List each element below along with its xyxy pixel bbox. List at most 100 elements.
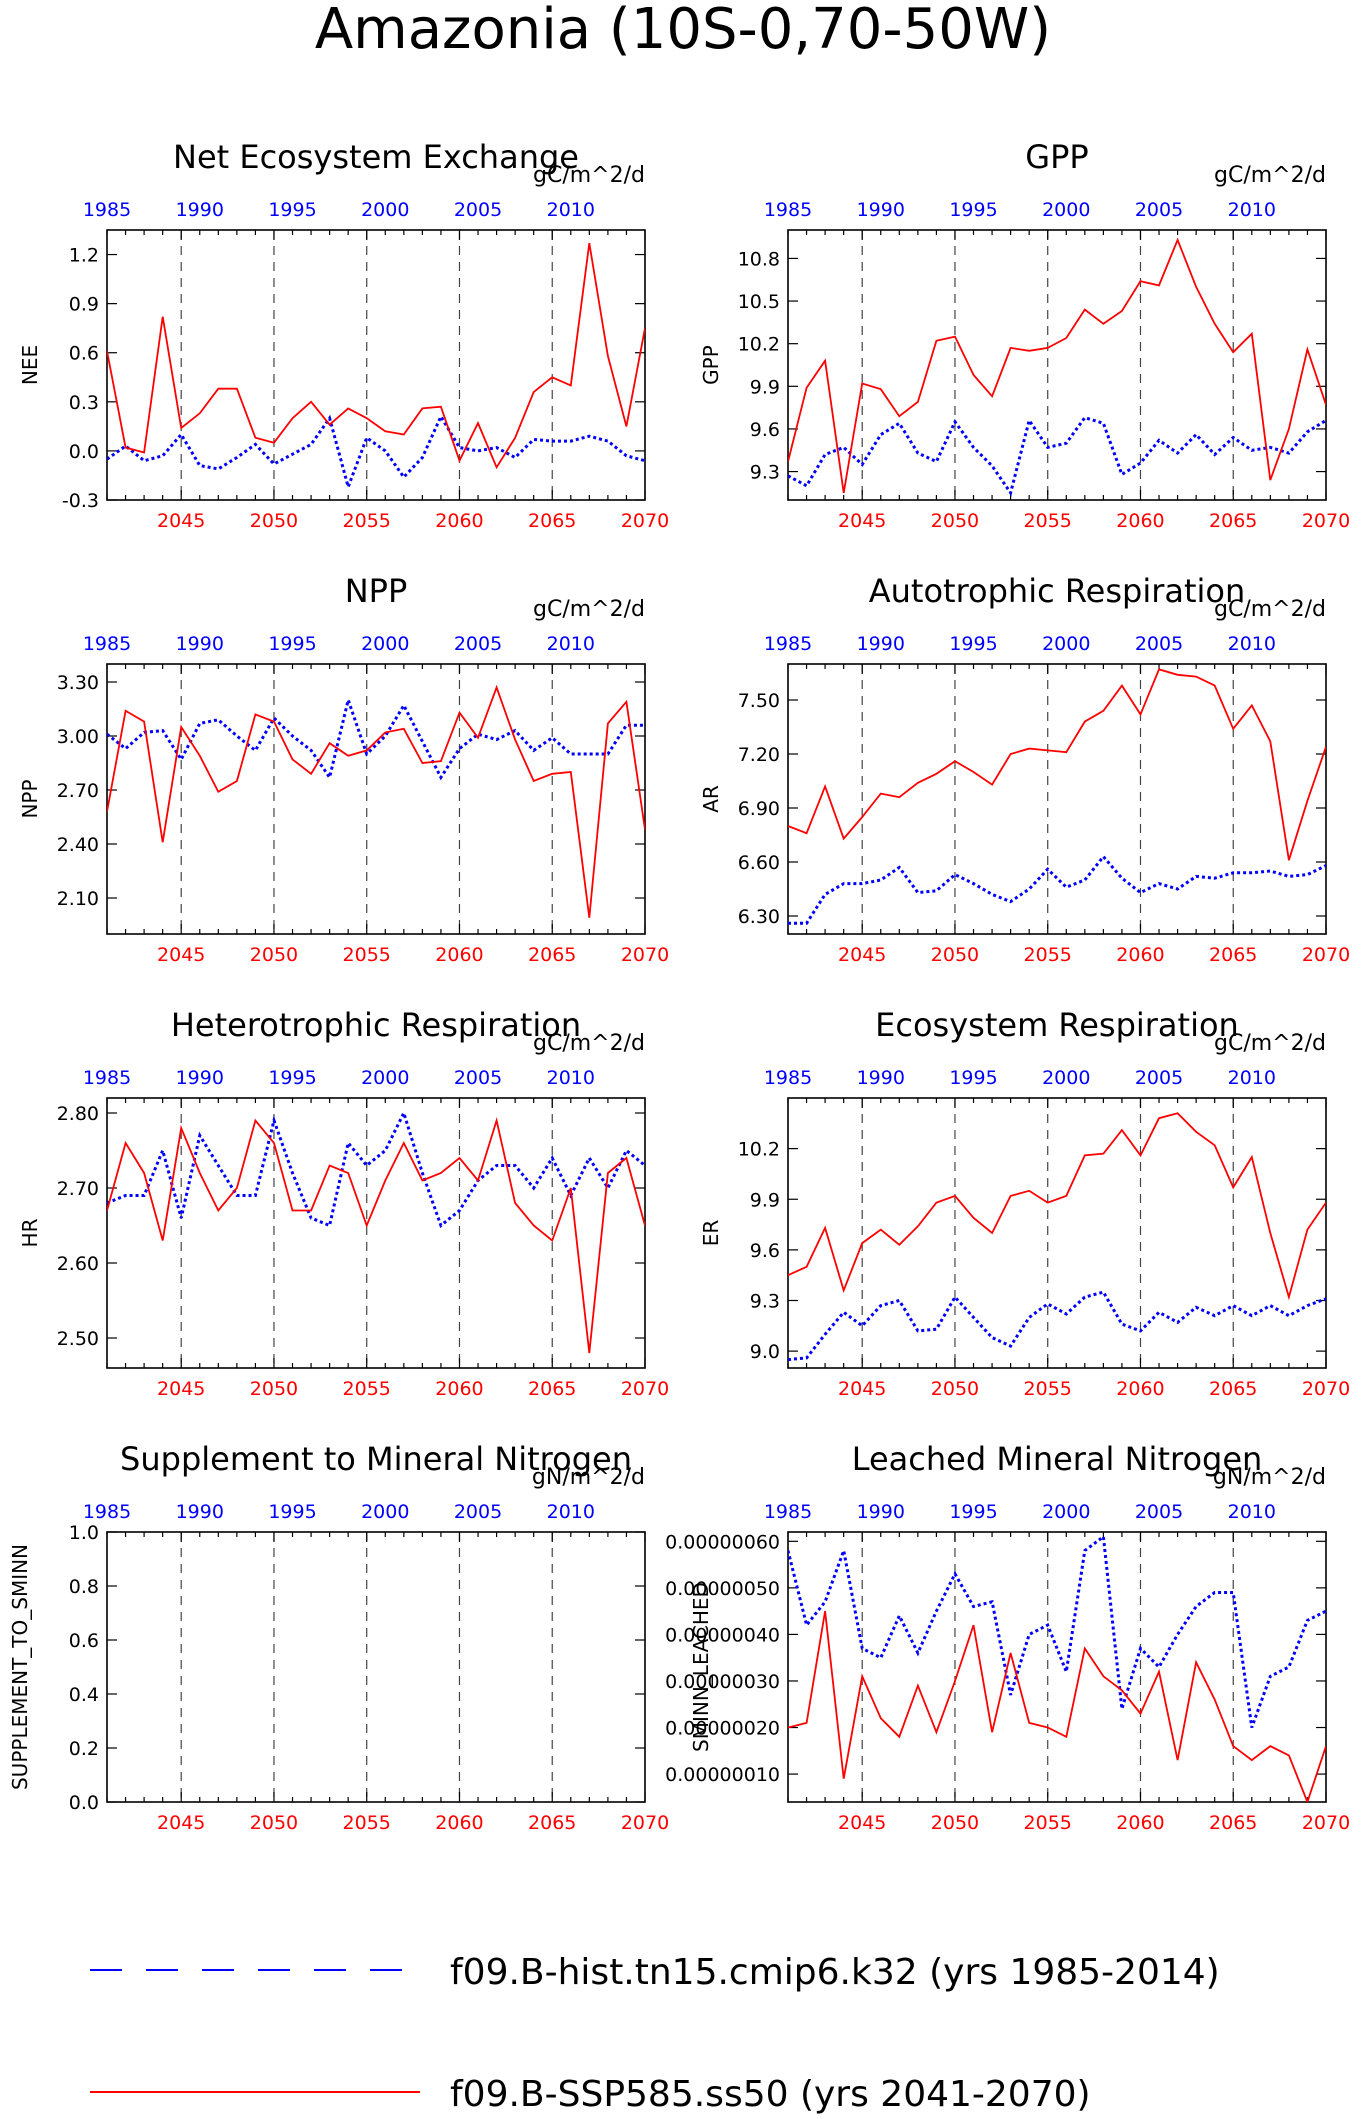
y-tick-label: 2.40	[57, 834, 99, 856]
y-tick-label: 6.30	[738, 906, 780, 928]
y-tick-label: 0.00000050	[665, 1578, 780, 1600]
x-tick-label: 2055	[1024, 944, 1072, 966]
x-tick-label: 2060	[435, 1378, 483, 1400]
y-tick-label: -0.3	[62, 490, 99, 512]
x-tick-label: 2055	[1024, 1812, 1072, 1834]
x-tick-label: 2055	[1024, 1378, 1072, 1400]
y-axis-label: GPP	[699, 345, 723, 385]
top-tick-label: 2005	[1135, 199, 1183, 221]
y-tick-label: 0.6	[69, 343, 99, 365]
series-line-ssp	[788, 1610, 1326, 1802]
x-tick-label: 2060	[1116, 944, 1164, 966]
x-tick-label: 2045	[838, 1378, 886, 1400]
top-tick-label: 1985	[764, 199, 812, 221]
top-tick-label: 2010	[547, 1501, 595, 1523]
y-tick-label: 0.0	[69, 441, 99, 463]
y-tick-label: 7.50	[738, 690, 780, 712]
top-tick-label: 2010	[547, 199, 595, 221]
x-tick-label: 2060	[435, 510, 483, 532]
plot-frame	[106, 229, 646, 501]
top-tick-label: 1990	[857, 1067, 905, 1089]
x-tick-label: 2045	[157, 1378, 205, 1400]
top-tick-label: 2005	[454, 199, 502, 221]
series-line-ssp	[788, 1112, 1326, 1301]
top-tick-label: 1995	[949, 1067, 997, 1089]
top-tick-label: 2010	[1228, 199, 1276, 221]
top-tick-label: 1990	[176, 1501, 224, 1523]
x-tick-label: 2065	[528, 1378, 576, 1400]
panel-units: gN/m^2/d	[532, 1465, 645, 1490]
top-tick-label: 2010	[1228, 1067, 1276, 1089]
y-tick-label: 0.3	[69, 392, 99, 414]
panel-title: Leached Mineral Nitrogen	[852, 1440, 1263, 1478]
x-tick-label: 2055	[1024, 510, 1072, 532]
top-tick-label: 1985	[83, 1501, 131, 1523]
panel-units: gC/m^2/d	[1214, 1031, 1326, 1056]
x-tick-label: 2065	[1209, 1378, 1257, 1400]
y-tick-label: 9.6	[750, 1240, 780, 1262]
panel-title: Supplement to Mineral Nitrogen	[120, 1440, 632, 1478]
figure-title: Amazonia (10S-0,70-50W)	[315, 0, 1051, 62]
y-tick-label: 2.80	[57, 1103, 99, 1125]
x-tick-label: 2070	[1302, 1812, 1350, 1834]
plot-frame	[787, 1531, 1327, 1803]
chart-panel: GPP gC/m^2/d 2045 2050 2055 2060 2065 2070 1985 1…	[699, 138, 1350, 532]
top-tick-label: 1995	[949, 633, 997, 655]
y-tick-label: 10.2	[738, 334, 780, 356]
x-tick-label: 2045	[838, 944, 886, 966]
x-tick-label: 2050	[250, 944, 298, 966]
x-tick-label: 2050	[250, 1812, 298, 1834]
y-tick-label: 9.0	[750, 1341, 780, 1363]
x-tick-label: 2045	[157, 510, 205, 532]
y-axis-label: AR	[699, 785, 723, 813]
plot-frame	[106, 1531, 646, 1803]
series-line-ssp	[107, 1117, 645, 1354]
y-tick-label: 10.8	[738, 248, 780, 270]
series-line-hist	[788, 1290, 1326, 1362]
panel-title: Autotrophic Respiration	[869, 572, 1246, 610]
y-tick-label: 2.70	[57, 1178, 99, 1200]
top-tick-label: 2000	[361, 199, 409, 221]
series-line-hist	[107, 413, 645, 492]
top-tick-label: 2010	[1228, 633, 1276, 655]
y-tick-label: 0.4	[69, 1684, 99, 1706]
y-tick-label: 10.5	[738, 291, 780, 313]
top-tick-label: 2000	[1042, 633, 1090, 655]
y-tick-label: 3.30	[57, 672, 99, 694]
series-line-hist	[788, 415, 1326, 497]
y-tick-label: 6.60	[738, 852, 780, 874]
panel-units: gC/m^2/d	[533, 1031, 645, 1056]
x-tick-label: 2050	[250, 510, 298, 532]
top-tick-label: 2000	[1042, 199, 1090, 221]
x-tick-label: 2055	[343, 1378, 391, 1400]
top-tick-label: 1995	[949, 1501, 997, 1523]
top-tick-label: 1995	[949, 199, 997, 221]
x-tick-label: 2045	[157, 1812, 205, 1834]
x-tick-label: 2070	[1302, 1378, 1350, 1400]
x-tick-label: 2045	[157, 944, 205, 966]
panel-title: Heterotrophic Respiration	[171, 1006, 581, 1044]
x-tick-label: 2050	[250, 1378, 298, 1400]
y-tick-label: 9.9	[750, 376, 780, 398]
plot-frame	[787, 1097, 1327, 1369]
y-tick-label: 0.00000020	[665, 1718, 780, 1740]
top-tick-label: 1985	[764, 1501, 812, 1523]
top-tick-label: 1985	[83, 633, 131, 655]
x-tick-label: 2045	[838, 1812, 886, 1834]
x-tick-label: 2065	[1209, 510, 1257, 532]
y-tick-label: 3.00	[57, 726, 99, 748]
top-tick-label: 2005	[1135, 1501, 1183, 1523]
x-tick-label: 2050	[931, 510, 979, 532]
series-line-hist	[107, 1108, 645, 1228]
y-tick-label: 6.90	[738, 798, 780, 820]
panel-units: gC/m^2/d	[1214, 597, 1326, 622]
x-tick-label: 2060	[435, 944, 483, 966]
y-tick-label: 2.10	[57, 888, 99, 910]
y-tick-label: 9.6	[750, 419, 780, 441]
top-tick-label: 2010	[547, 633, 595, 655]
plot-frame	[787, 663, 1327, 935]
